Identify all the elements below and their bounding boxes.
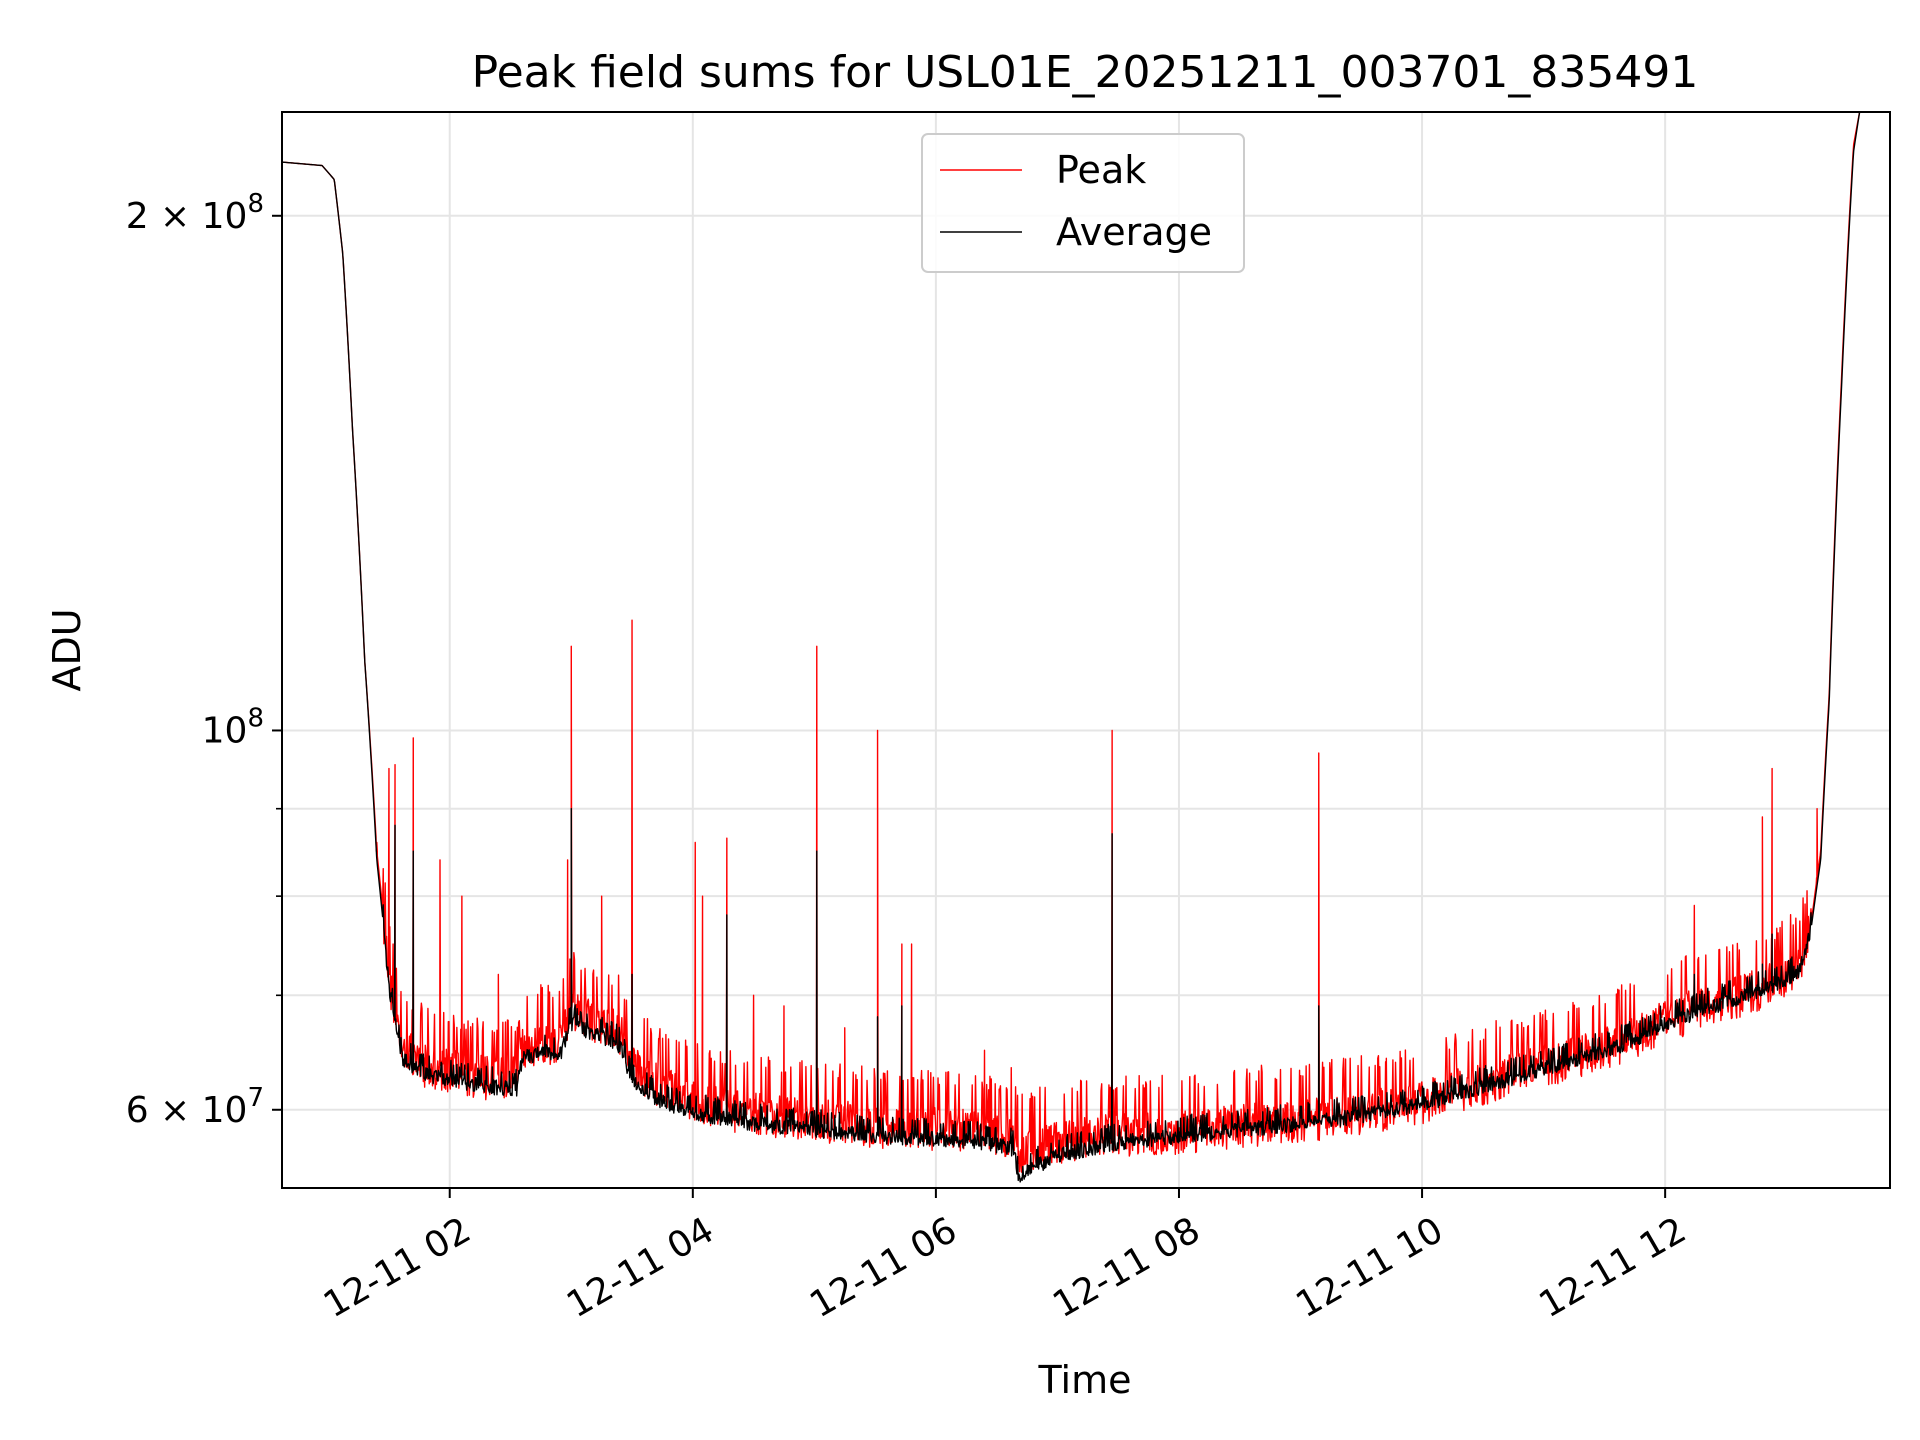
x-tick-label: 12-11 08	[1046, 1210, 1207, 1326]
legend-label-peak: Peak	[1056, 148, 1146, 192]
x-tick-label: 12-11 02	[317, 1210, 478, 1326]
legend-label-average: Average	[1056, 210, 1212, 254]
x-tick-label: 12-11 10	[1289, 1210, 1450, 1326]
legend: Peak Average	[921, 133, 1245, 273]
y-axis: 6 × 107 108 2 × 108	[126, 189, 282, 1131]
y-tick-label: 2 × 108	[126, 189, 264, 237]
chart-title: Peak field sums for USL01E_20251211_0037…	[472, 47, 1699, 98]
x-axis: 12-11 02 12-11 04 12-11 06 12-11 08 12-11 10…	[317, 1188, 1693, 1326]
series-line-average	[281, 111, 1861, 1183]
legend-box	[921, 133, 1245, 273]
y-tick-label: 6 × 107	[126, 1083, 264, 1131]
y-axis-label: ADU	[45, 608, 89, 691]
x-tick-label: 12-11 12	[1532, 1210, 1693, 1326]
x-tick-label: 12-11 04	[560, 1210, 721, 1326]
x-tick-label: 12-11 06	[803, 1210, 964, 1326]
x-axis-label: Time	[1038, 1358, 1132, 1402]
series-layer	[281, 111, 1861, 1183]
plot-frame	[281, 111, 1891, 1189]
y-tick-label: 108	[202, 703, 264, 751]
